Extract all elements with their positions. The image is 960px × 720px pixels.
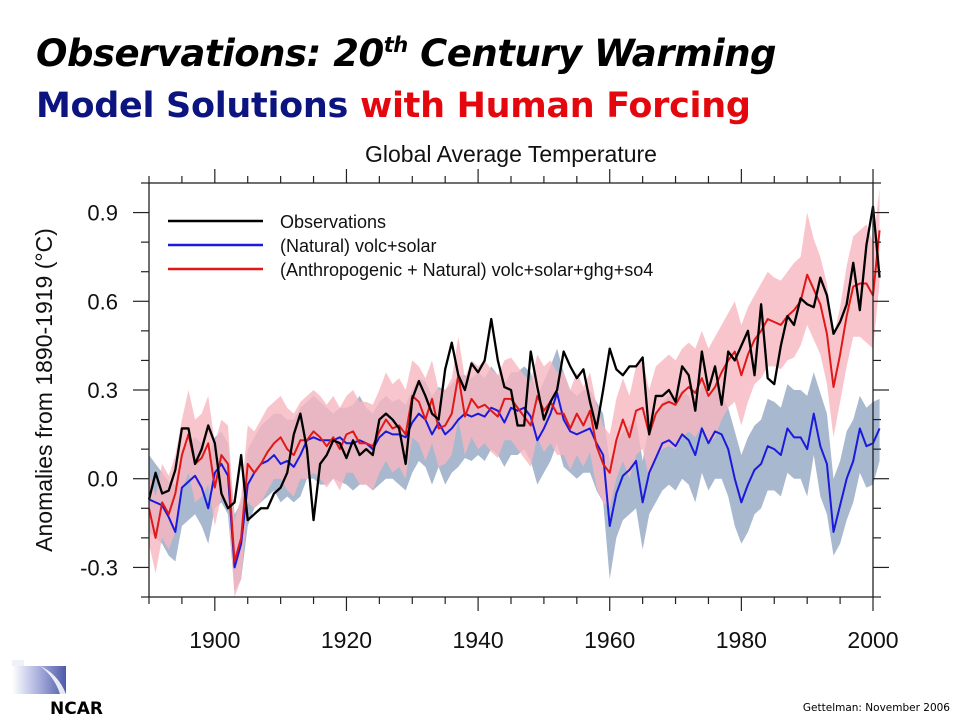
- ncar-logo-text: NCAR: [50, 699, 103, 719]
- legend-natural: (Natural) volc+solar: [168, 236, 437, 256]
- axis-ticks: [133, 169, 889, 611]
- y-tick-label: 0.6: [87, 289, 118, 314]
- band-anthropogenic: [149, 188, 880, 597]
- title-line2-red: with Human Forcing: [359, 86, 751, 126]
- x-tick-label: 1940: [453, 627, 504, 653]
- title-line1-suffix: Century Warming: [407, 32, 777, 75]
- title-line1-superscript: th: [383, 33, 409, 57]
- y-tick-label: 0.0: [87, 467, 118, 492]
- tick-labels: 1900 1920 1940 1960 1980 2000 -0.3 0.0 0.3 0.6 0.9: [80, 201, 899, 653]
- y-tick-label: 0.9: [87, 201, 118, 226]
- title-line1-prefix: Observations: 20: [36, 32, 384, 75]
- legend-anthropogenic: (Anthropogenic + Natural) volc+solar+ghg…: [168, 260, 653, 280]
- legend-observations: Observations: [168, 212, 386, 232]
- chart-title: Global Average Temperature: [365, 141, 657, 167]
- ncar-logo-icon: [12, 660, 66, 694]
- legend-label: Observations: [280, 212, 386, 232]
- y-axis-label: Anomalies from 1890-1919 (°C): [31, 228, 57, 552]
- observations-line: [147, 205, 881, 522]
- x-tick-label: 1920: [321, 627, 372, 653]
- x-tick-label: 1980: [716, 627, 767, 653]
- legend: Observations (Natural) volc+solar (Anthrop…: [168, 212, 653, 280]
- x-tick-label: 1960: [584, 627, 635, 653]
- x-tick-label: 2000: [847, 627, 898, 653]
- legend-label: (Anthropogenic + Natural) volc+solar+ghg…: [280, 260, 653, 280]
- credit-text: Gettelman: November 2006: [802, 702, 950, 714]
- y-tick-label: 0.3: [87, 378, 118, 403]
- legend-label: (Natural) volc+solar: [280, 236, 437, 256]
- series-lines: [147, 205, 881, 569]
- uncertainty-bands: [149, 188, 880, 597]
- title-line2-blue: Model Solutions: [36, 86, 360, 126]
- slide-title-line2: Model Solutions with Human Forcing: [36, 86, 751, 126]
- x-tick-label: 1900: [189, 627, 240, 653]
- slide-title-line1: Observations: 20th Century Warming: [36, 32, 777, 75]
- y-tick-label: -0.3: [80, 555, 118, 580]
